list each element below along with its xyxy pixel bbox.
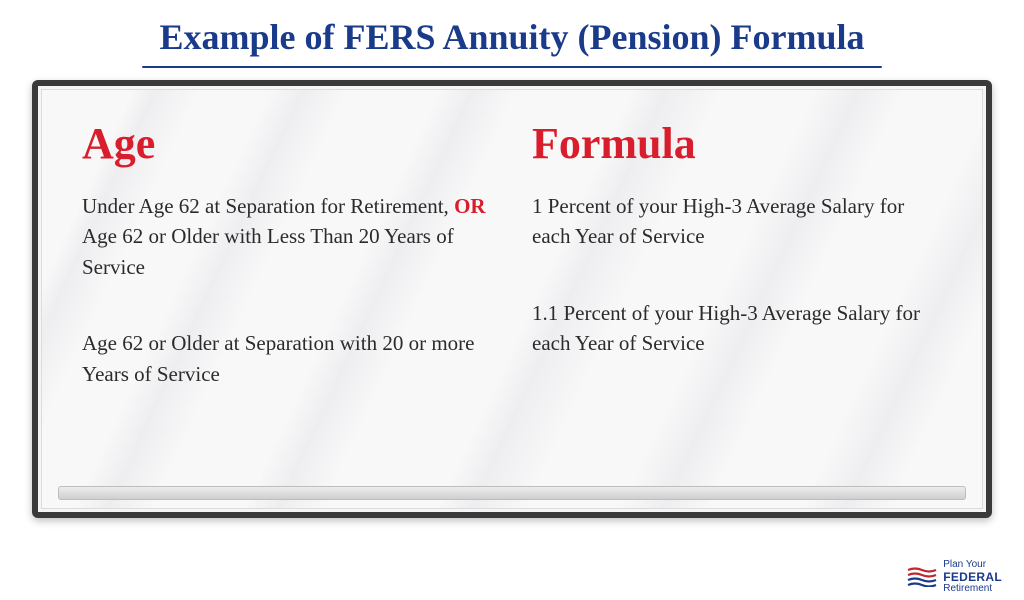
title-underline	[142, 66, 882, 68]
brand-line-3: Retirement	[943, 584, 1002, 595]
page-title: Example of FERS Annuity (Pension) Formul…	[0, 0, 1024, 66]
age-row-1-post: Age 62 or Older with Less Than 20 Years …	[82, 224, 454, 278]
whiteboard: Age Under Age 62 at Separation for Retir…	[32, 80, 992, 518]
formula-column: Formula 1 Percent of your High-3 Average…	[532, 118, 942, 435]
formula-row-2: 1.1 Percent of your High-3 Average Salar…	[532, 298, 942, 359]
brand-logo-text: Plan Your FEDERAL Retirement	[943, 560, 1002, 594]
formula-heading: Formula	[532, 118, 942, 169]
whiteboard-frame: Age Under Age 62 at Separation for Retir…	[32, 80, 992, 518]
content-columns: Age Under Age 62 at Separation for Retir…	[82, 118, 942, 435]
age-heading: Age	[82, 118, 492, 169]
age-row-1: Under Age 62 at Separation for Retiremen…	[82, 191, 492, 282]
age-column: Age Under Age 62 at Separation for Retir…	[82, 118, 492, 435]
brand-line-2: FEDERAL	[943, 571, 1002, 584]
age-row-1-pre: Under Age 62 at Separation for Retiremen…	[82, 194, 454, 218]
whiteboard-surface: Age Under Age 62 at Separation for Retir…	[41, 89, 983, 509]
age-row-1-or: OR	[454, 194, 486, 218]
formula-row-1: 1 Percent of your High-3 Average Salary …	[532, 191, 942, 252]
brand-logo: Plan Your FEDERAL Retirement	[907, 560, 1002, 594]
flag-icon	[907, 567, 937, 587]
age-row-2: Age 62 or Older at Separation with 20 or…	[82, 328, 492, 389]
whiteboard-tray	[58, 486, 966, 500]
